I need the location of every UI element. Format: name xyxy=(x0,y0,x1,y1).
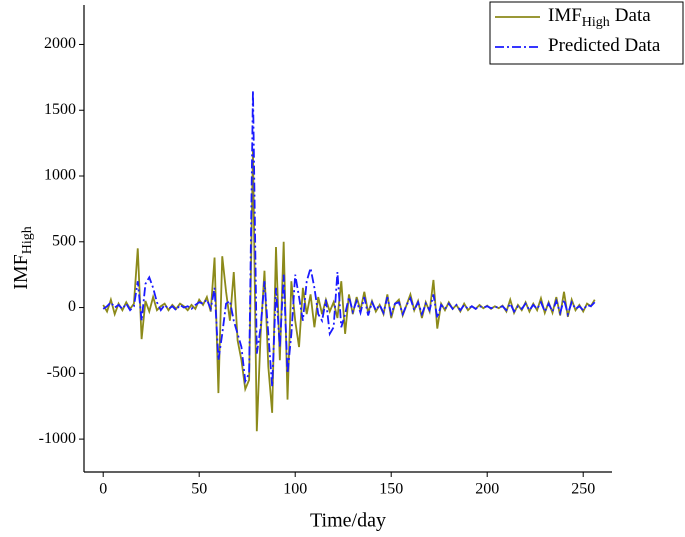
legend-box xyxy=(489,1,684,65)
y-label-sub: High xyxy=(20,226,35,254)
x-tick-label: 50 xyxy=(191,481,207,498)
y-tick-label: 500 xyxy=(52,232,76,249)
legend-label-part: Data xyxy=(615,5,651,26)
x-tick-label: 200 xyxy=(475,481,499,498)
legend-label: Predicted Data xyxy=(548,35,661,56)
y-tick-label: -500 xyxy=(47,364,76,381)
data-line xyxy=(102,90,596,387)
legend-label-part: Predicted Data xyxy=(548,35,661,56)
y-tick-label: -1000 xyxy=(39,430,76,447)
x-tick-label: 100 xyxy=(283,481,307,498)
y-tick-label: 1000 xyxy=(44,167,76,184)
y-tick-label: 2000 xyxy=(44,35,76,52)
x-axis-label: Time/day xyxy=(310,510,386,532)
y-axis-label: IMFHigh xyxy=(10,226,36,290)
x-tick-label: 0 xyxy=(99,481,107,498)
x-tick-label: 150 xyxy=(379,481,403,498)
data-line xyxy=(102,149,596,432)
y-tick-label: 0 xyxy=(68,298,76,315)
y-label-main: IMF xyxy=(10,254,32,290)
y-tick-label: 1500 xyxy=(44,101,76,118)
legend-label-part: IMF xyxy=(548,5,582,26)
legend-label-part: High xyxy=(582,15,610,30)
legend-label: IMFHigh Data xyxy=(548,5,651,30)
x-tick-label: 250 xyxy=(571,481,595,498)
